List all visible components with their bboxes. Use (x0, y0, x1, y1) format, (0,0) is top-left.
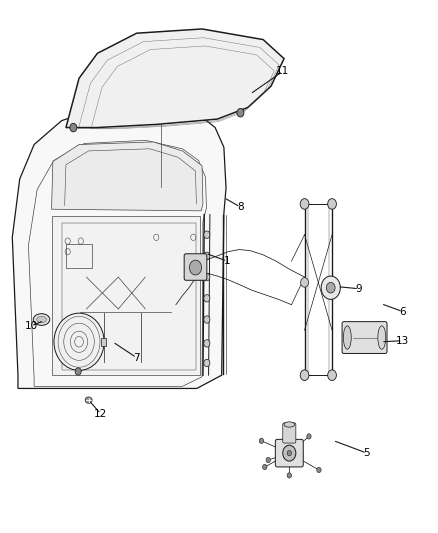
Polygon shape (12, 103, 226, 389)
Ellipse shape (377, 326, 385, 349)
Circle shape (203, 316, 209, 323)
Circle shape (316, 467, 320, 473)
Bar (66, 244, 92, 268)
Circle shape (321, 276, 339, 300)
Circle shape (306, 434, 311, 439)
Ellipse shape (37, 317, 46, 322)
Circle shape (75, 368, 81, 375)
FancyBboxPatch shape (184, 254, 206, 280)
Circle shape (282, 445, 295, 461)
Circle shape (327, 278, 335, 287)
Text: 12: 12 (94, 409, 107, 419)
Circle shape (189, 260, 201, 275)
Circle shape (259, 438, 263, 443)
Circle shape (327, 199, 336, 209)
Ellipse shape (283, 422, 294, 427)
Text: 8: 8 (237, 202, 243, 212)
Ellipse shape (54, 313, 104, 370)
Circle shape (203, 340, 209, 347)
Circle shape (70, 123, 77, 132)
Circle shape (203, 359, 209, 367)
Text: 6: 6 (399, 306, 405, 317)
Circle shape (262, 464, 266, 470)
Text: 10: 10 (25, 321, 38, 331)
Circle shape (300, 199, 308, 209)
Ellipse shape (343, 326, 350, 349)
Bar (101, 338, 106, 346)
Circle shape (203, 252, 209, 260)
Circle shape (300, 278, 308, 287)
Ellipse shape (33, 314, 49, 325)
Ellipse shape (85, 397, 92, 403)
Text: 1: 1 (223, 256, 230, 266)
FancyBboxPatch shape (282, 423, 295, 443)
Polygon shape (66, 29, 283, 127)
Circle shape (327, 370, 336, 381)
FancyBboxPatch shape (341, 321, 386, 353)
Polygon shape (51, 216, 199, 375)
Circle shape (286, 450, 291, 456)
Text: 9: 9 (355, 284, 362, 294)
Polygon shape (51, 142, 202, 211)
FancyBboxPatch shape (275, 439, 303, 467)
Circle shape (325, 282, 334, 293)
Circle shape (286, 473, 291, 478)
Circle shape (265, 457, 270, 463)
Circle shape (237, 109, 244, 117)
Text: 13: 13 (395, 336, 408, 346)
Text: 11: 11 (276, 67, 289, 76)
Circle shape (203, 273, 209, 281)
Text: 7: 7 (133, 353, 140, 362)
Circle shape (203, 231, 209, 238)
Circle shape (300, 370, 308, 381)
Text: 5: 5 (363, 448, 369, 458)
Circle shape (203, 295, 209, 302)
